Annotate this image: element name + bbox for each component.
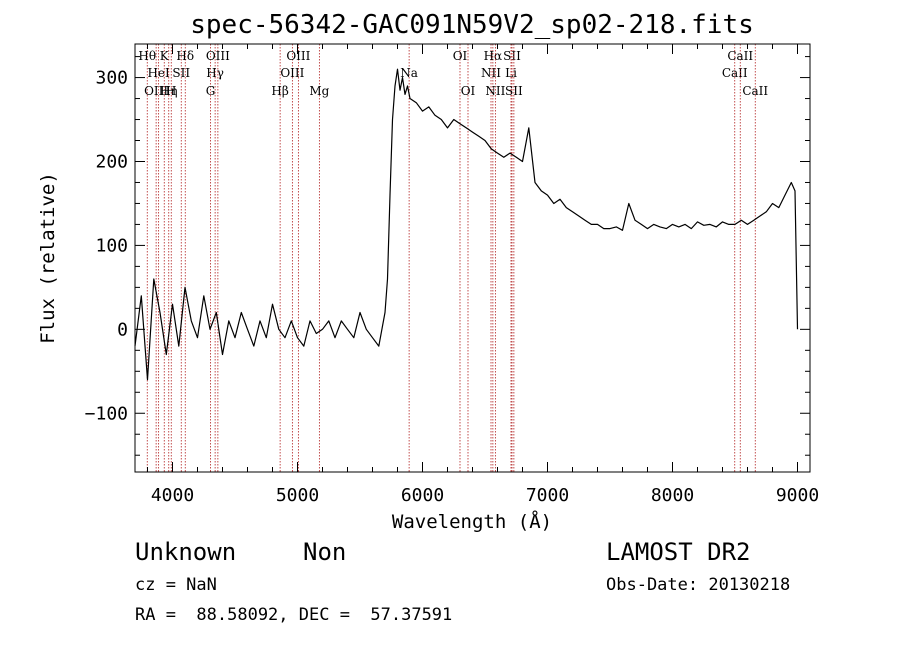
emission-line-label: SII [172,66,190,80]
emission-line-label: OIII [144,84,168,98]
emission-line-label: CaII [742,84,768,98]
emission-line-markers: Hθ OIII HeI K Hη SII H Hδ G Hγ OIII Hβ OIII OIII Mg Na O… [138,44,768,472]
object-class: Unknown [135,538,236,566]
emission-line-label: Li [505,66,517,80]
emission-line-label: G [206,84,216,98]
emission-line-label: HeI [147,66,170,80]
emission-line-label: Mg [309,84,329,98]
spectrum-line [134,68,799,381]
x-tick-label: 8000 [651,485,694,506]
x-axis-label: Wavelength (Å) [392,510,552,533]
x-tick-label: 9000 [776,485,819,506]
emission-line-label: NII [485,84,505,98]
emission-line-label: Hα [484,49,503,63]
y-tick-label: 100 [95,235,128,256]
survey-name: LAMOST DR2 [606,538,751,566]
emission-line-label: CaII [727,49,753,63]
emission-line-label: Hδ [176,49,194,63]
y-tick-label: 300 [95,68,128,89]
emission-line-label: Na [400,66,418,80]
y-tick-label: 200 [95,151,128,172]
axis-ticks: 4000 5000 6000 7000 8000 9000 −100 0 100 200 300 [85,44,819,506]
emission-line-label: H [166,84,176,98]
emission-line-label: OI [453,49,468,63]
x-tick-label: 4000 [151,485,194,506]
emission-line-label: Hθ [138,49,156,63]
y-tick-label: −100 [85,403,128,424]
sky-coordinates: RA = 88.58092, DEC = 57.37591 [135,605,452,625]
spectrum-series [134,68,799,381]
redshift-value: cz = NaN [135,575,217,595]
object-subclass: Non [303,538,346,566]
emission-line-label: Hη [160,84,178,98]
emission-line-label: SII [503,49,521,63]
emission-line-label: OIII [206,49,230,63]
plot-frame [134,43,811,473]
emission-line-label: OI [461,84,476,98]
emission-line-label: Hβ [271,84,288,98]
emission-line-label: OIII [286,49,310,63]
x-tick-label: 5000 [276,485,319,506]
y-tick-label: 0 [117,319,128,340]
y-axis-label: Flux (relative) [37,172,59,344]
chart-title: spec-56342-GAC091N59V2_sp02-218.fits [190,10,754,40]
x-tick-label: 6000 [401,485,444,506]
observation-date: Obs-Date: 20130218 [606,575,790,595]
emission-line-label: K [160,49,170,63]
emission-line-label: Hγ [206,66,224,80]
emission-line-label: OIII [280,66,304,80]
emission-line-label: NII [481,66,501,80]
x-tick-label: 7000 [526,485,569,506]
emission-line-label: CaII [722,66,748,80]
emission-line-label: SII [505,84,523,98]
